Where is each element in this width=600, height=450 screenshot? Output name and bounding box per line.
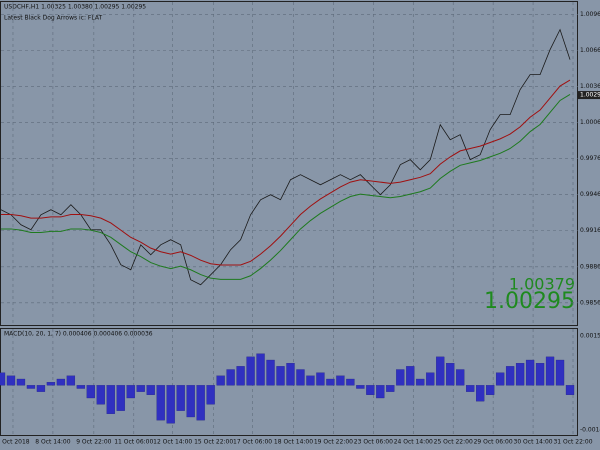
histogram-bar	[16, 378, 26, 386]
x-tick-label: 30 Oct 14:00	[514, 439, 553, 446]
histogram-bar	[76, 385, 86, 389]
histogram-bar	[505, 366, 515, 386]
chart-title: USDCHF,H1 1.00325 1.00380 1.00295 1.0029…	[4, 4, 146, 11]
histogram-bar	[296, 369, 305, 386]
y-tick-label: 1.00965	[580, 11, 600, 18]
histogram-bar	[106, 385, 115, 414]
x-tick-label: 11 Oct 06:00	[114, 439, 153, 446]
price-label: 1.00295	[580, 92, 600, 99]
annotation: 1.00295	[484, 289, 575, 314]
y-tick-label: 0.001559	[580, 333, 600, 340]
histogram-bar	[466, 385, 475, 392]
histogram-bar	[266, 359, 275, 386]
series-line	[1, 94, 571, 280]
y-tick-label: 1.00665	[580, 47, 600, 54]
annotation: 1.00379	[509, 275, 575, 294]
histogram-bar	[146, 385, 155, 395]
x-tick-label: 23 Oct 06:00	[354, 439, 393, 446]
x-tick-label: 29 Oct 06:00	[474, 439, 513, 446]
series-line	[0, 28, 571, 286]
price-frame	[0, 1, 578, 326]
histogram-bar	[396, 369, 405, 386]
price-marker	[578, 91, 600, 100]
histogram-bar	[286, 363, 295, 386]
histogram-bar	[476, 385, 485, 402]
histogram-bar	[6, 375, 16, 386]
y-tick-label: -0.001411	[580, 427, 600, 434]
histogram-bar	[246, 356, 255, 386]
x-tick-label: 31 Oct 22:00	[553, 439, 592, 446]
histogram-bar	[96, 385, 105, 405]
y-tick-label: 0.98565	[580, 299, 600, 306]
indicator-label: Latest Black Dog Arrows ic: FLAT	[4, 15, 102, 22]
x-tick-label: 19 Oct 22:00	[314, 439, 353, 446]
histogram-bar	[545, 356, 555, 386]
histogram-bar	[366, 385, 375, 395]
histogram-bar	[176, 385, 185, 411]
y-tick-label: 0.99165	[580, 227, 600, 234]
histogram-bar	[386, 385, 395, 392]
histogram-bar	[236, 366, 245, 386]
x-tick-label: 5 Oct 2018	[0, 439, 30, 446]
histogram-bar	[206, 385, 215, 405]
histogram-bar	[316, 372, 325, 386]
histogram-bar	[426, 372, 435, 386]
histogram-bar	[116, 385, 125, 411]
histogram-bar	[26, 385, 36, 389]
histogram-bar	[156, 385, 165, 421]
histogram-bar	[196, 385, 205, 421]
histogram-bar	[86, 385, 95, 399]
y-tick-label: 1.00365	[580, 83, 600, 90]
histogram-bar	[256, 353, 265, 386]
histogram-bar	[36, 385, 46, 392]
histogram-bar	[136, 385, 145, 392]
histogram-bar	[416, 378, 425, 386]
histogram-bar	[456, 369, 465, 386]
histogram-bar	[276, 366, 285, 386]
histogram-bar	[46, 382, 56, 386]
histogram-bar	[346, 378, 355, 386]
x-tick-label: 18 Oct 14:00	[274, 439, 313, 446]
x-tick-label: 25 Oct 22:00	[434, 439, 473, 446]
y-tick-label: 0.98865	[580, 263, 600, 270]
histogram-bar	[565, 385, 575, 395]
histogram-bar	[446, 363, 455, 386]
histogram-bar	[436, 356, 445, 386]
histogram-bar	[356, 385, 365, 389]
x-tick-label: 17 Oct 06:00	[233, 439, 272, 446]
histogram-bar	[525, 359, 535, 386]
histogram-bar	[226, 369, 235, 386]
histogram-bar	[495, 372, 505, 386]
histogram-bar	[126, 385, 135, 399]
x-tick-label: 15 Oct 22:00	[194, 439, 233, 446]
x-tick-label: 8 Oct 14:00	[35, 439, 70, 446]
x-tick-label: 9 Oct 22:00	[76, 439, 111, 446]
histogram-bar	[0, 372, 6, 386]
x-tick-label: 24 Oct 14:00	[394, 439, 433, 446]
histogram-bar	[336, 375, 345, 386]
histogram-bar	[56, 378, 66, 386]
y-tick-label: 1.00065	[580, 119, 600, 126]
histogram-bar	[486, 385, 495, 395]
series-line	[1, 79, 571, 266]
histogram-bar	[166, 385, 175, 424]
histogram-bar	[66, 375, 76, 386]
histogram-bar	[535, 363, 545, 386]
histogram-bar	[216, 375, 225, 386]
y-tick-label: 0.99765	[580, 155, 600, 162]
histogram-bar	[515, 363, 525, 386]
y-tick-label: 0.99465	[580, 191, 600, 198]
histogram-bar	[406, 366, 415, 386]
histogram-bar	[555, 359, 565, 386]
histogram-bar	[186, 385, 195, 418]
x-tick-label: 12 Oct 14:00	[153, 439, 192, 446]
macd-title: MACD(10, 20, 1, 7) 0.000406 0.000406 0.0…	[4, 331, 153, 338]
histogram-bar	[326, 378, 335, 386]
histogram-bar	[306, 375, 315, 386]
histogram-bar	[376, 385, 385, 399]
